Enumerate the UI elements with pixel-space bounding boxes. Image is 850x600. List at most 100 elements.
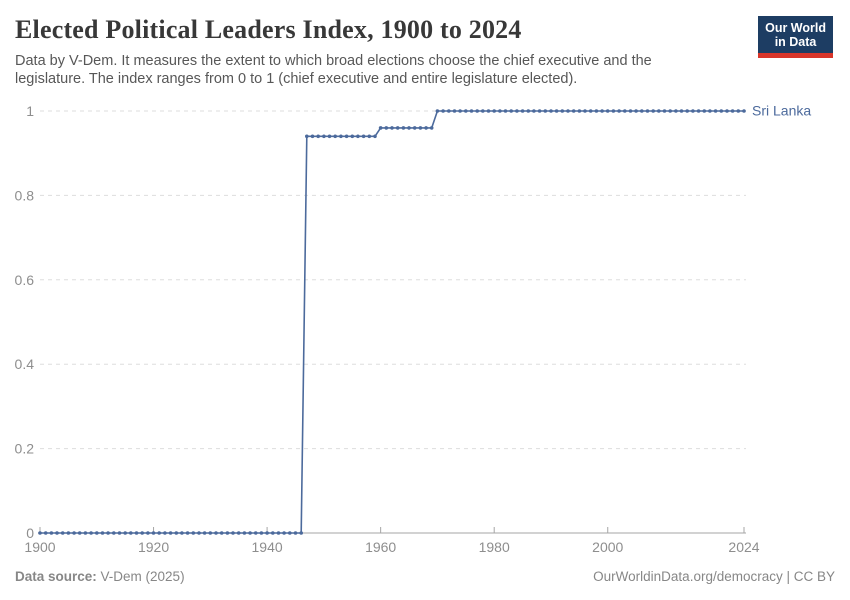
data-point xyxy=(293,531,298,535)
data-point xyxy=(634,109,638,113)
data-point xyxy=(441,109,445,113)
data-point xyxy=(282,531,286,535)
data-point xyxy=(83,531,88,535)
data-point xyxy=(498,109,502,113)
data-point xyxy=(163,531,167,535)
data-point xyxy=(253,531,258,535)
data-point xyxy=(95,531,99,535)
data-point xyxy=(600,109,604,113)
data-point xyxy=(60,531,65,535)
data-point xyxy=(713,109,718,113)
data-point xyxy=(651,109,655,113)
data-point xyxy=(134,531,139,535)
data-point xyxy=(299,531,304,535)
data-source-value: V-Dem (2025) xyxy=(96,569,185,584)
data-point xyxy=(543,109,548,113)
data-point xyxy=(725,109,729,113)
data-point xyxy=(424,126,428,130)
data-point xyxy=(236,531,241,535)
data-point xyxy=(271,531,275,535)
data-point xyxy=(361,134,366,139)
data-point xyxy=(265,531,269,535)
data-point xyxy=(708,109,712,113)
data-point xyxy=(401,126,406,130)
data-point xyxy=(208,531,213,535)
data-point xyxy=(560,109,565,113)
data-point xyxy=(231,531,235,535)
data-line-sri-lanka[interactable] xyxy=(40,110,744,534)
data-point xyxy=(429,126,434,130)
data-point xyxy=(469,109,474,113)
data-point xyxy=(571,109,576,113)
data-point xyxy=(395,126,400,130)
data-point xyxy=(623,109,627,113)
x-tick-label: 1900 xyxy=(24,539,55,555)
data-point xyxy=(447,109,451,113)
data-point xyxy=(526,109,531,113)
data-point xyxy=(384,126,389,130)
y-tick-label: 0.6 xyxy=(15,272,35,288)
data-point xyxy=(412,126,417,130)
data-point xyxy=(418,126,423,130)
data-point xyxy=(123,531,127,535)
data-point xyxy=(356,134,360,139)
data-point xyxy=(685,109,689,113)
x-tick-label: 1940 xyxy=(252,539,283,555)
data-point xyxy=(628,109,633,113)
data-point xyxy=(367,134,372,139)
owid-logo[interactable]: Our World in Data xyxy=(758,16,833,58)
data-point xyxy=(214,531,218,535)
x-tick-label: 1980 xyxy=(479,539,510,555)
data-point xyxy=(730,109,735,113)
data-point xyxy=(180,531,184,535)
data-point xyxy=(736,109,741,113)
y-tick-label: 1 xyxy=(26,103,34,119)
series-end-label[interactable]: Sri Lanka xyxy=(752,103,811,119)
data-point xyxy=(486,109,491,113)
data-point xyxy=(259,531,264,535)
data-point xyxy=(129,531,133,535)
data-point xyxy=(554,109,559,113)
data-point xyxy=(515,109,519,113)
data-point xyxy=(702,109,707,113)
data-point xyxy=(378,126,383,130)
data-point xyxy=(458,109,462,113)
y-tick-label: 0.2 xyxy=(15,441,35,457)
data-point xyxy=(38,531,42,535)
data-point xyxy=(350,134,355,139)
data-point xyxy=(679,109,684,113)
data-point xyxy=(316,134,321,139)
data-point xyxy=(89,531,93,535)
owid-logo-line1: Our World xyxy=(765,21,826,35)
data-point xyxy=(532,109,536,113)
data-point xyxy=(588,109,593,113)
data-point xyxy=(333,134,338,139)
data-point xyxy=(49,531,54,535)
data-point xyxy=(66,531,71,535)
data-point xyxy=(594,109,599,113)
data-point xyxy=(77,531,82,535)
data-point xyxy=(696,109,701,113)
data-point xyxy=(202,531,207,535)
x-tick-label: 1920 xyxy=(138,539,169,555)
data-point xyxy=(197,531,201,535)
data-point xyxy=(509,109,513,113)
chart-footer: Data source: V-Dem (2025) OurWorldinData… xyxy=(15,569,835,584)
data-point xyxy=(322,134,326,139)
data-point xyxy=(168,531,173,535)
data-point xyxy=(248,531,252,535)
chart-svg[interactable]: 0 0.2 0.4 0.6 0.8 1 1900 1920 1940 1960 1980 2000 20… xyxy=(0,0,850,562)
data-point xyxy=(520,109,525,113)
data-point xyxy=(668,109,672,113)
data-point xyxy=(583,109,587,113)
data-point xyxy=(549,109,553,113)
data-point xyxy=(344,134,349,139)
data-point xyxy=(657,109,661,113)
data-source: Data source: V-Dem (2025) xyxy=(15,569,185,584)
data-point xyxy=(219,531,224,535)
data-point xyxy=(339,134,343,139)
data-point xyxy=(305,134,309,139)
data-point xyxy=(191,531,196,535)
y-tick-label: 0.4 xyxy=(15,356,35,372)
footer-credit-link[interactable]: OurWorldinData.org/democracy | CC BY xyxy=(593,569,835,584)
